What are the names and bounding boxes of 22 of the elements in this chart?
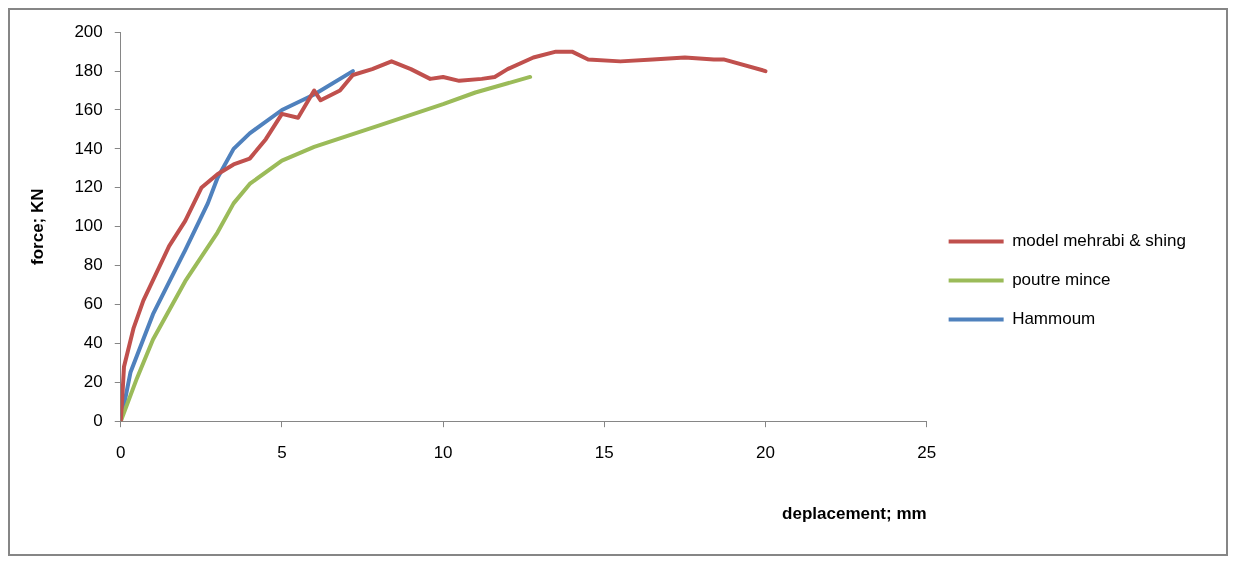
y-tick-label: 160 — [74, 99, 103, 119]
y-tick-label: 180 — [74, 60, 103, 80]
x-tick-label: 15 — [594, 443, 614, 463]
y-tick-label: 200 — [74, 21, 103, 41]
x-axis-title: deplacement; mm — [782, 504, 927, 524]
x-tick-label: 10 — [433, 443, 453, 463]
x-tick-label: 25 — [917, 443, 937, 463]
y-axis-title: force; KN — [27, 188, 47, 265]
y-tick-label: 80 — [83, 255, 103, 275]
x-tick-label: 0 — [116, 443, 126, 463]
y-tick-label: 20 — [83, 371, 103, 391]
legend-label: model mehrabi & shing — [1012, 231, 1187, 251]
legend-label: Hammoum — [1012, 309, 1096, 329]
y-tick-label: 120 — [74, 177, 103, 197]
y-tick-label: 140 — [74, 138, 103, 158]
y-tick-label: 100 — [74, 216, 103, 236]
legend-label: poutre mince — [1012, 270, 1111, 290]
x-tick-label: 20 — [756, 443, 775, 463]
y-tick-label: 0 — [93, 410, 103, 430]
x-tick-label: 5 — [277, 443, 287, 463]
y-tick-label: 60 — [83, 294, 103, 314]
y-tick-label: 40 — [83, 333, 103, 353]
